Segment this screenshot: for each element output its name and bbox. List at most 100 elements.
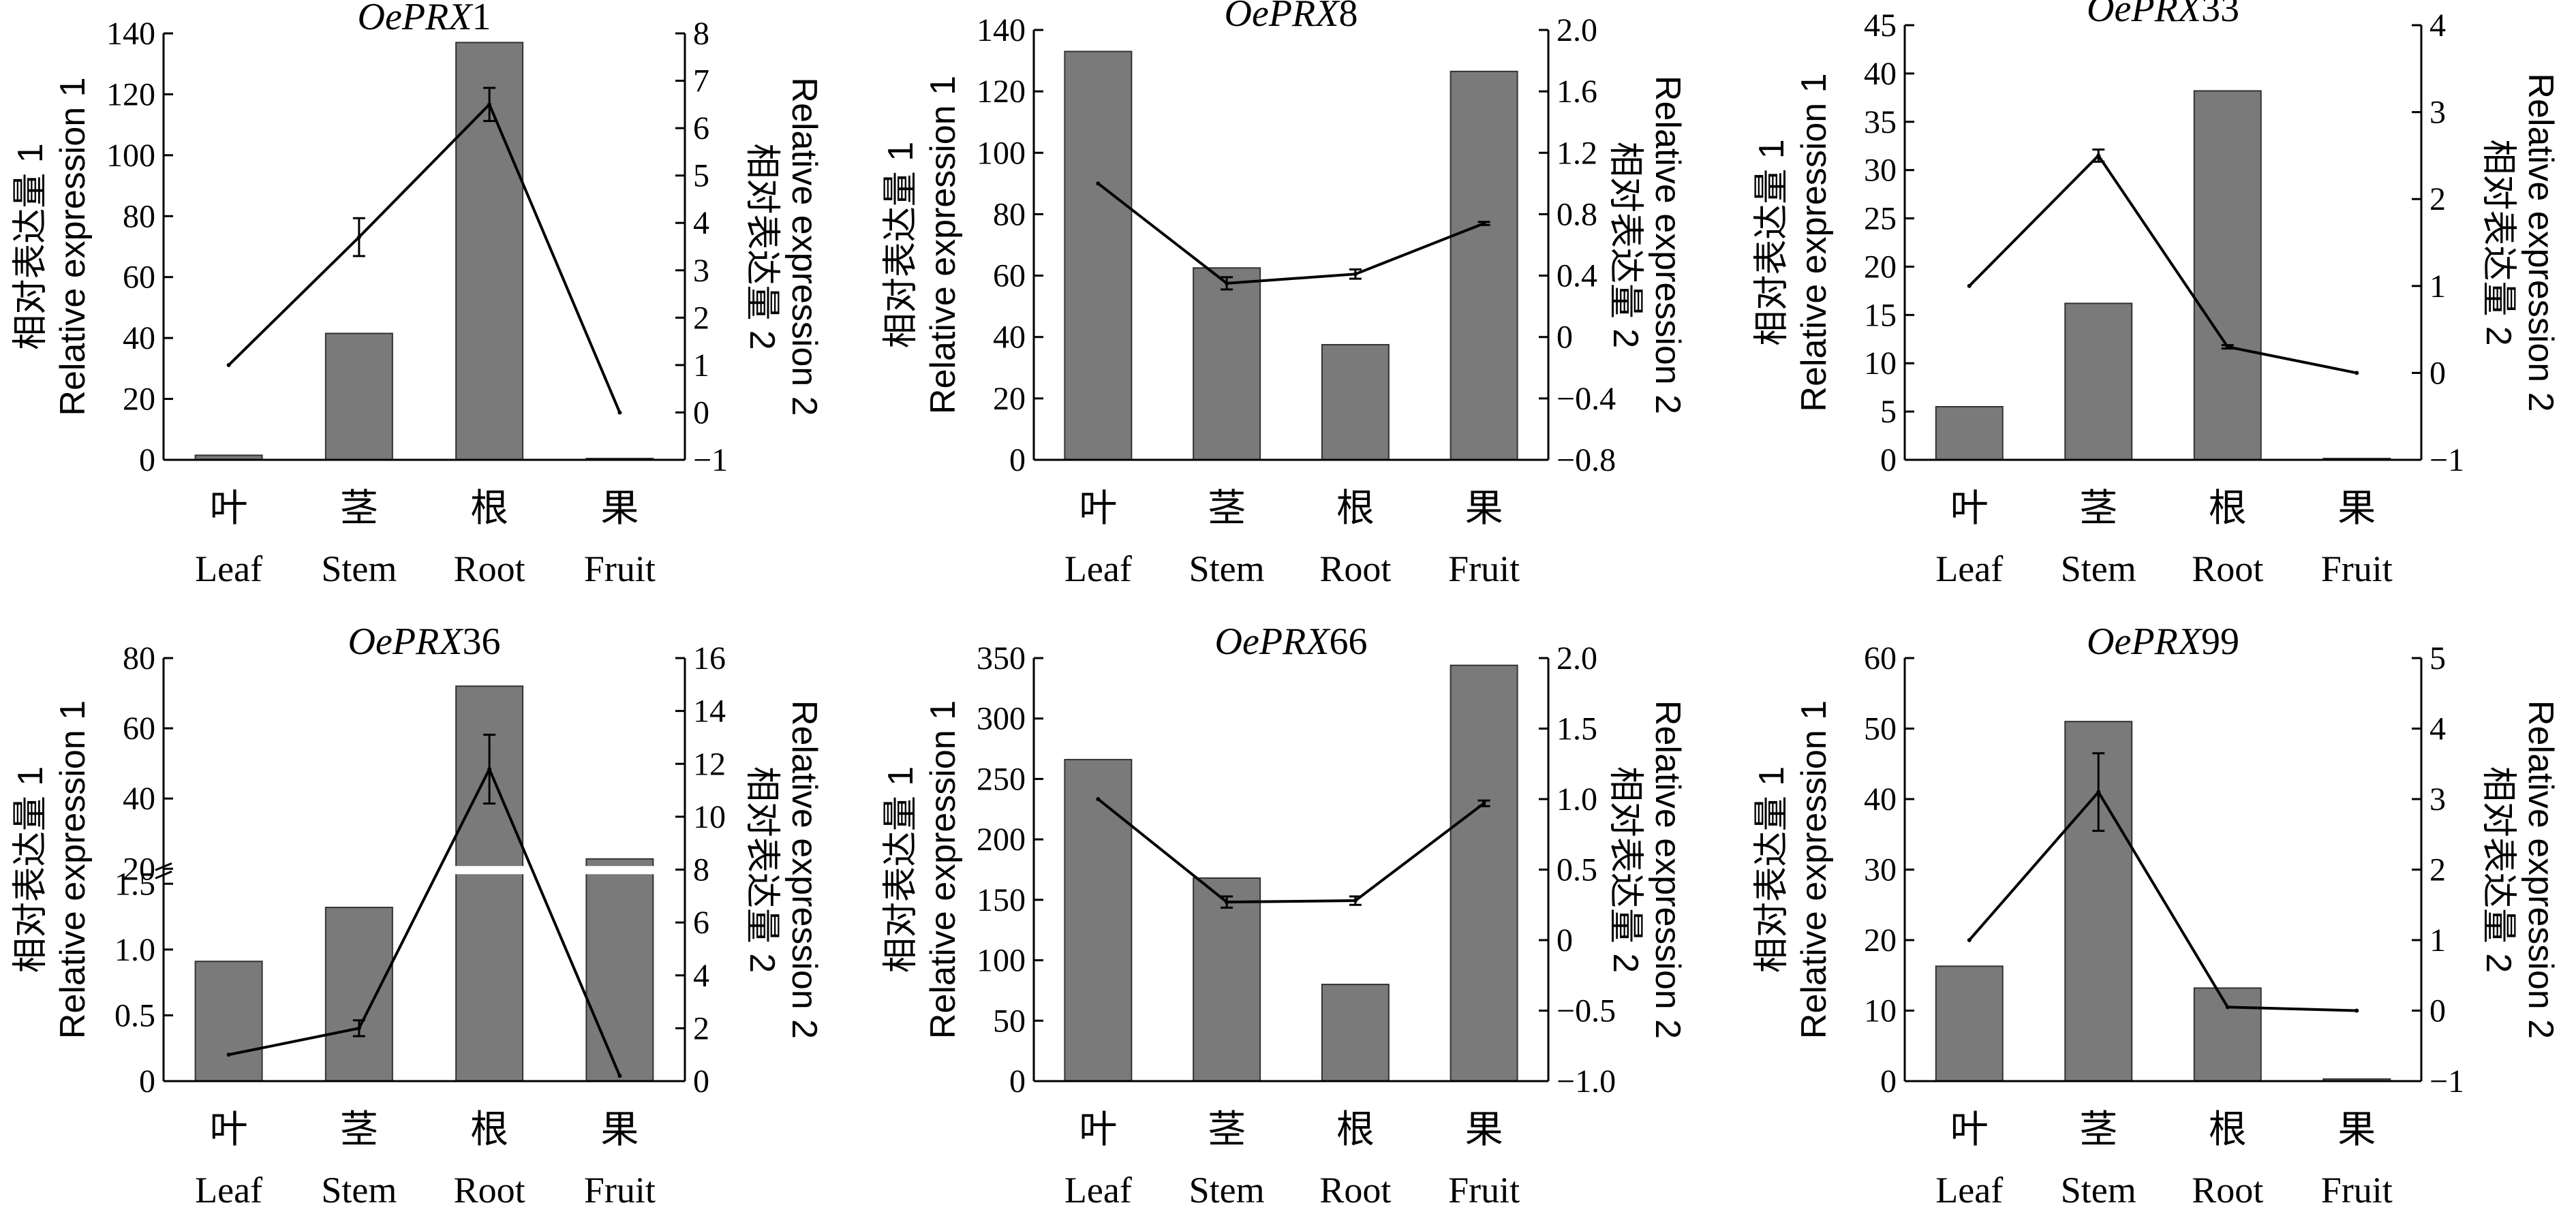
right-tick-label: 6	[693, 110, 709, 146]
x-tick-label-en: Fruit	[584, 548, 656, 589]
left-axis-title-cn: 相对表达量 1	[1752, 139, 1792, 345]
line-point	[1967, 938, 1972, 942]
x-tick-label-en: Fruit	[1448, 1170, 1520, 1211]
left-tick-label: 0	[139, 1063, 155, 1100]
left-tick-label: 30	[1864, 852, 1897, 888]
x-tick-label-en: Stem	[1189, 1170, 1265, 1211]
right-axis-title-en: Relative expression 2	[2521, 700, 2560, 1039]
left-tick-label: 300	[977, 701, 1026, 737]
bar-fruit	[1450, 664, 1518, 1082]
left-axis-title-en: Relative expression 1	[923, 700, 963, 1039]
x-tick-label-cn: 果	[1465, 1109, 1503, 1151]
left-axis-title-cn: 相对表达量 1	[1752, 766, 1792, 973]
line-point	[1225, 281, 1229, 285]
right-axis-title-cn: 相对表达量 2	[2479, 139, 2518, 345]
right-axis-title-en: Relative expression 2	[784, 700, 824, 1039]
left-tick-label: 20	[123, 381, 155, 418]
left-tick-label: 10	[1864, 345, 1897, 381]
x-tick-label-cn: 根	[2209, 488, 2247, 530]
bar-leaf	[1935, 965, 2004, 1082]
chart-title: OePRX66	[1215, 621, 1368, 663]
chart-panel-6: 0 10 20 30 40 50 60 −1 0 1 2 3 4 5 叶 茎 根 果 Leaf Stem Root Fru…	[1752, 621, 2560, 1211]
expression-line	[1097, 798, 1485, 904]
x-tick-label-en: Fruit	[2321, 1170, 2393, 1211]
x-tick-label-cn: 茎	[1208, 488, 1246, 530]
x-tick-label-cn: 根	[1336, 488, 1375, 530]
left-tick-label: 0	[1880, 442, 1897, 478]
line-point	[2355, 1008, 2359, 1013]
left-tick-label: 350	[977, 640, 1026, 676]
x-tick-label-cn: 叶	[1079, 488, 1117, 530]
left-tick-label: 140	[977, 12, 1026, 48]
right-tick-label: 8	[693, 16, 709, 52]
chart-panel-4: 0 0.5 1.0 1.520 40 60 80 0 2 4 6 8 10 12 14 16 叶 茎 根 果 Leaf S…	[11, 621, 824, 1211]
right-tick-label: 1.5	[1557, 711, 1597, 747]
right-tick-label: −0.5	[1557, 993, 1616, 1029]
right-tick-label: −0.8	[1557, 442, 1616, 478]
x-tick-label-cn: 果	[2337, 488, 2376, 530]
x-tick-label-en: Stem	[1189, 548, 1265, 589]
left-axis-title-en: Relative expression 1	[1794, 73, 1834, 411]
x-tick-label-en: Root	[1319, 548, 1391, 589]
left-tick-label: 80	[123, 640, 155, 676]
chart-title-number: 36	[462, 621, 500, 663]
x-tick-label-cn: 根	[1336, 1109, 1375, 1151]
left-tick-label: 100	[977, 135, 1026, 171]
line-point	[2096, 153, 2101, 158]
left-tick-label: 20	[1864, 249, 1897, 285]
x-tick-label-en: Root	[2192, 548, 2263, 589]
left-tick-label: 120	[106, 76, 155, 112]
bar-stem	[2064, 302, 2133, 461]
right-tick-label: −1.0	[1557, 1063, 1616, 1100]
chart-title: OePRX33	[2087, 0, 2239, 30]
line-point	[356, 1026, 361, 1031]
bar-leaf	[1935, 406, 2004, 461]
x-tick-label-en: Leaf	[1064, 1170, 1132, 1211]
right-tick-label: 3	[2429, 95, 2446, 131]
right-tick-label: 4	[693, 958, 709, 994]
x-tick-label-en: Root	[454, 1170, 525, 1211]
left-tick-label: 25	[1864, 201, 1897, 237]
bar-leaf	[1064, 759, 1133, 1082]
left-axis-title-cn: 相对表达量 1	[881, 766, 921, 973]
expression-line	[228, 766, 622, 1077]
right-tick-label: 2.0	[1557, 640, 1597, 676]
chart-title-gene: OePRX	[1215, 621, 1332, 663]
left-tick-label: 20	[1864, 922, 1897, 959]
x-tick-label-cn: 茎	[340, 1109, 378, 1151]
right-tick-label: 2	[693, 300, 709, 336]
bar-stem	[324, 907, 393, 1082]
x-tick-label-cn: 叶	[210, 488, 248, 530]
expression-line	[228, 102, 622, 414]
x-tick-label-en: Stem	[2061, 548, 2136, 589]
right-axis-title: 相对表达量 2 Relative expression 2	[2479, 700, 2560, 1039]
x-tick-label-cn: 根	[470, 1109, 508, 1151]
right-tick-label: 2.0	[1557, 12, 1597, 48]
right-tick-label: 16	[693, 640, 726, 676]
left-tick-label: 150	[977, 882, 1026, 918]
bar-stem	[1193, 877, 1261, 1082]
right-tick-label: −1	[2429, 1063, 2464, 1100]
bar-stem	[324, 332, 393, 461]
right-tick-label: 4	[2429, 711, 2446, 747]
left-axis-title-en: Relative expression 1	[1794, 700, 1834, 1039]
bar-stem	[1193, 267, 1261, 461]
chart-panel-2: 0 20 40 60 80 100 120 140 −0.8 −0.4 0 0.4 0.8 1.2 1.6 2…	[881, 0, 1687, 589]
right-axis-title-cn: 相对表达量 2	[1606, 766, 1645, 973]
left-axis-title-en: Relative expression 1	[923, 76, 963, 414]
chart-panel-3: 0 5 10 15 20 25 30 35 40 45 −1 0 1 2 3 4 叶 茎 根 果 Leaf Stem Roo…	[1752, 0, 2560, 589]
right-tick-label: 12	[693, 746, 726, 782]
x-tick-label-en: Fruit	[1448, 548, 1520, 589]
right-tick-label: 2	[693, 1010, 709, 1046]
right-tick-label: 0	[1557, 320, 1573, 356]
right-axis-title-cn: 相对表达量 2	[1606, 142, 1645, 348]
left-tick-label: 15	[1864, 297, 1897, 333]
x-tick-label-en: Stem	[321, 1170, 397, 1211]
x-tick-label-cn: 叶	[1079, 1109, 1117, 1151]
left-axis-title-cn: 相对表达量 1	[881, 142, 921, 348]
left-axis-title: 相对表达量 1 Relative expression 1	[1752, 700, 1834, 1039]
right-tick-label: 2	[2429, 181, 2446, 217]
left-tick-label: 50	[1864, 711, 1897, 747]
x-tick-label-cn: 叶	[1950, 488, 1989, 530]
left-tick-label: 60	[993, 258, 1026, 294]
